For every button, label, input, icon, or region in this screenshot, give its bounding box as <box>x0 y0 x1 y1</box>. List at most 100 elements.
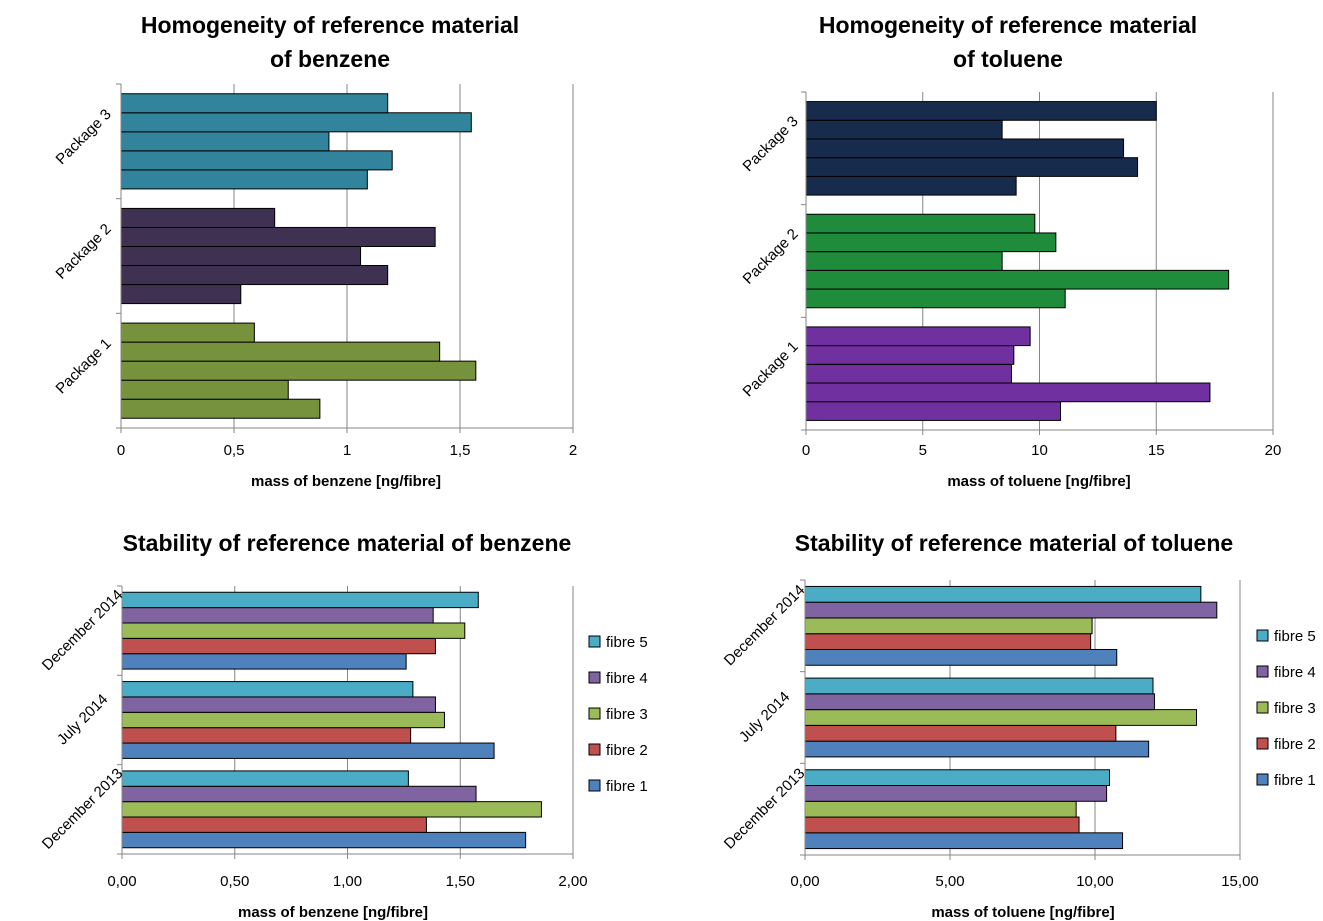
x-tick-label: 5 <box>919 442 927 459</box>
x-tick-label: 10,00 <box>1076 873 1114 890</box>
legend-label: fibre 3 <box>1274 700 1316 717</box>
bar <box>121 785 477 803</box>
bar <box>120 284 242 305</box>
bar <box>120 360 477 381</box>
bar <box>120 169 368 190</box>
legend-swatch <box>1256 665 1269 678</box>
bar <box>805 157 1139 177</box>
x-tick-label: 1 <box>343 442 351 459</box>
bar <box>121 816 427 833</box>
x-tick-label: 10 <box>1031 442 1048 459</box>
legend-label: fibre 3 <box>606 706 648 723</box>
bar <box>804 693 1155 711</box>
bar <box>804 800 1077 818</box>
bar <box>805 382 1211 403</box>
bar <box>804 785 1108 802</box>
x-tick-label: 1,5 <box>450 442 471 459</box>
bar <box>120 207 276 228</box>
legend-swatch <box>1256 773 1269 786</box>
bar <box>120 341 441 362</box>
x-tick-label: 0,00 <box>790 873 819 890</box>
category-label: December 2014 <box>39 587 126 674</box>
legend-label: fibre 5 <box>606 634 648 651</box>
legend-swatch <box>588 743 601 756</box>
legend-label: fibre 1 <box>606 778 648 795</box>
bar <box>805 326 1031 347</box>
bar <box>120 398 321 419</box>
bar <box>121 607 434 624</box>
bar <box>121 711 445 729</box>
x-tick-label: 1,00 <box>333 873 362 890</box>
bar <box>805 345 1015 365</box>
x-tick-label: 0 <box>802 442 810 459</box>
category-label: Package 1 <box>740 338 802 400</box>
bar <box>121 727 412 744</box>
category-label: Package 3 <box>740 113 802 175</box>
x-tick-label: 15 <box>1148 442 1165 459</box>
legend-swatch <box>1256 629 1269 642</box>
legend-label: fibre 2 <box>1274 736 1316 753</box>
bar <box>121 622 466 639</box>
toluene-stability-chart: Stability of reference material of tolue… <box>661 500 1323 921</box>
bar <box>121 653 407 670</box>
legend-label: fibre 5 <box>1274 628 1316 645</box>
bar <box>121 637 436 655</box>
x-tick-label: 0,50 <box>220 873 249 890</box>
bar <box>805 213 1036 234</box>
legend-swatch <box>1256 701 1269 714</box>
bar <box>805 401 1062 421</box>
category-label: Package 2 <box>740 226 802 288</box>
bar <box>804 633 1092 650</box>
bar <box>805 119 1003 140</box>
x-tick-label: 0 <box>117 442 125 459</box>
bar <box>120 322 255 343</box>
category-label: Package 1 <box>53 335 115 397</box>
bar <box>804 585 1202 603</box>
x-axis-title: mass of benzene [ng/fibre] <box>251 473 441 490</box>
category-label: Package 3 <box>53 106 115 168</box>
bar <box>120 265 389 286</box>
bar <box>804 709 1197 726</box>
bar <box>120 245 362 267</box>
bar <box>805 138 1125 159</box>
legend-swatch <box>588 635 601 648</box>
bar <box>804 769 1110 787</box>
chart-svg: Stability of reference material of benze… <box>39 530 648 921</box>
chart-svg: Homogeneity of reference material of benz… <box>53 12 578 490</box>
bar <box>804 617 1093 635</box>
category-label: July 2014 <box>54 691 111 748</box>
bar <box>805 251 1003 271</box>
x-tick-label: 20 <box>1265 442 1282 459</box>
x-tick-label: 0,5 <box>224 442 245 459</box>
x-tick-label: 0,00 <box>107 873 136 890</box>
bar <box>805 363 1012 384</box>
bar <box>121 801 542 818</box>
category-label: December 2013 <box>721 765 808 852</box>
bar <box>805 232 1057 253</box>
bar <box>804 816 1080 834</box>
legend-label: fibre 1 <box>1274 772 1316 789</box>
bar <box>120 226 436 247</box>
chart-title: Stability of reference material of tolue… <box>795 530 1233 556</box>
x-axis-title: mass of toluene [ng/fibre] <box>947 473 1130 490</box>
bar <box>121 770 409 787</box>
bar <box>120 93 389 114</box>
toluene-homogeneity-chart: Homogeneity of reference material of tolu… <box>661 0 1323 500</box>
bar <box>121 681 414 698</box>
chart-svg: Homogeneity of reference material of tolu… <box>740 12 1282 490</box>
x-tick-label: 15,00 <box>1221 873 1259 890</box>
x-tick-label: 1,50 <box>446 873 475 890</box>
bar <box>805 101 1157 121</box>
bar <box>121 831 527 849</box>
bar <box>804 832 1124 850</box>
bar <box>805 288 1066 309</box>
legend-swatch <box>588 671 601 684</box>
chart-title: Homogeneity of reference material of tolu… <box>819 12 1197 72</box>
bar <box>805 269 1230 290</box>
x-tick-label: 2,00 <box>558 873 587 890</box>
bar <box>121 591 479 609</box>
chart-title: Homogeneity of reference material of benz… <box>141 12 519 72</box>
legend-swatch <box>1256 737 1269 750</box>
legend-label: fibre 2 <box>606 742 648 759</box>
category-label: December 2013 <box>39 765 126 852</box>
